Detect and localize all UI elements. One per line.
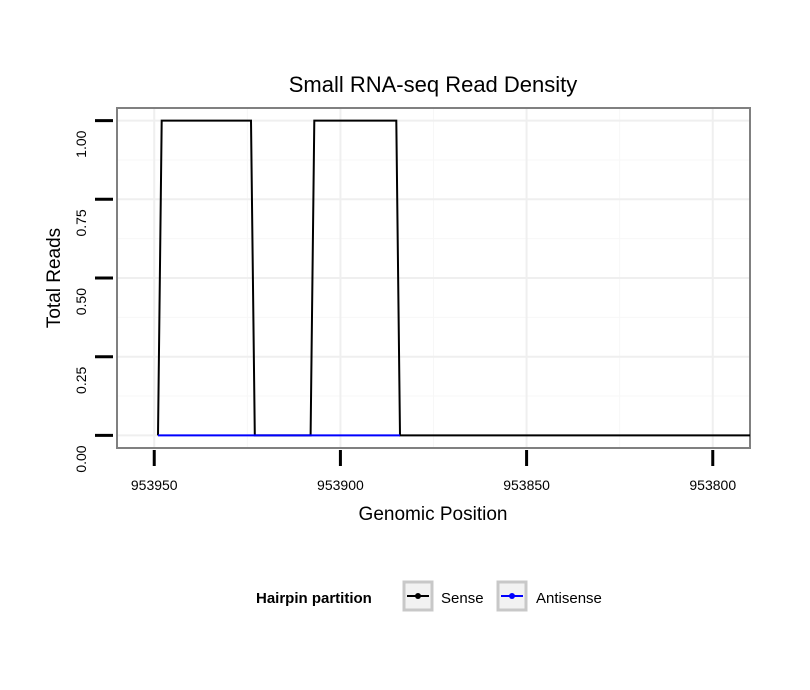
- x-tick-label: 953900: [317, 477, 364, 493]
- legend-label-sense: Sense: [441, 590, 484, 607]
- legend-swatch-antisense-point: [509, 593, 515, 599]
- legend-swatch-sense-point: [415, 593, 421, 599]
- y-tick-label: 0.50: [73, 288, 89, 315]
- y-axis-label: Total Reads: [44, 228, 65, 328]
- chart-title: Small RNA-seq Read Density: [289, 72, 578, 97]
- legend-title: Hairpin partition: [256, 590, 372, 607]
- x-tick-label: 953850: [503, 477, 550, 493]
- legend-key-antisense: [496, 580, 528, 612]
- series-layer: [157, 119, 750, 437]
- x-tick-label: 953800: [689, 477, 736, 493]
- x-tick-label: 953950: [131, 477, 178, 493]
- y-tick-label: 1.00: [73, 130, 89, 157]
- x-axis-label: Genomic Position: [359, 504, 508, 525]
- y-tick-label: 0.25: [73, 366, 89, 393]
- legend-label-antisense: Antisense: [536, 590, 602, 607]
- x-axis: 953950 953900 953850 953800: [131, 450, 736, 493]
- y-tick-label: 0.00: [73, 445, 89, 472]
- y-tick-label: 0.75: [73, 209, 89, 236]
- grid: [117, 108, 750, 448]
- plot-panel-border: [116, 107, 751, 449]
- y-axis: 0.00 0.25 0.50 0.75 1.00: [73, 119, 113, 473]
- legend: Hairpin partition Sense Antisense: [256, 580, 602, 612]
